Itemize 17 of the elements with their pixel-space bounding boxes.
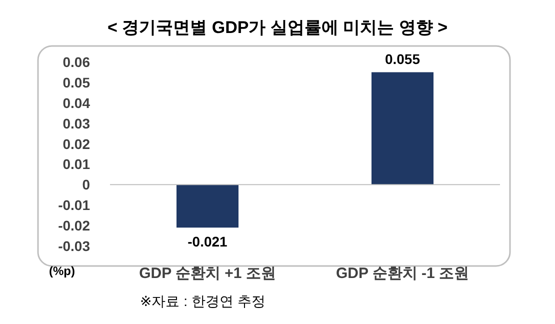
y-tick-label: 0.04 xyxy=(62,94,90,111)
y-tick-label: 0.01 xyxy=(62,156,90,172)
y-tick-label: 0.03 xyxy=(62,115,90,132)
x-tick-label: GDP 순환치 +1 조원 xyxy=(139,265,276,282)
y-tick-label: -0.01 xyxy=(58,197,90,214)
data-label: -0.021 xyxy=(188,234,228,250)
y-axis-title: (%p) xyxy=(49,264,75,278)
text: ※자료 : 한경연 추정 xyxy=(140,293,266,309)
y-tick-label: 0.05 xyxy=(62,74,90,90)
data-label: 0.055 xyxy=(384,51,420,68)
y-tick-label: 0 xyxy=(82,176,90,193)
y-tick-label: -0.02 xyxy=(58,218,90,234)
chart-title: < 경기국면별 GDP가 실업률에 미치는 영향 > xyxy=(107,18,448,37)
y-tick-label: 0.02 xyxy=(62,136,90,152)
x-tick-label: GDP 순환치 -1 조원 xyxy=(336,265,470,282)
y-tick-label: 0.06 xyxy=(62,54,90,70)
y-tick-label: -0.03 xyxy=(58,238,90,254)
